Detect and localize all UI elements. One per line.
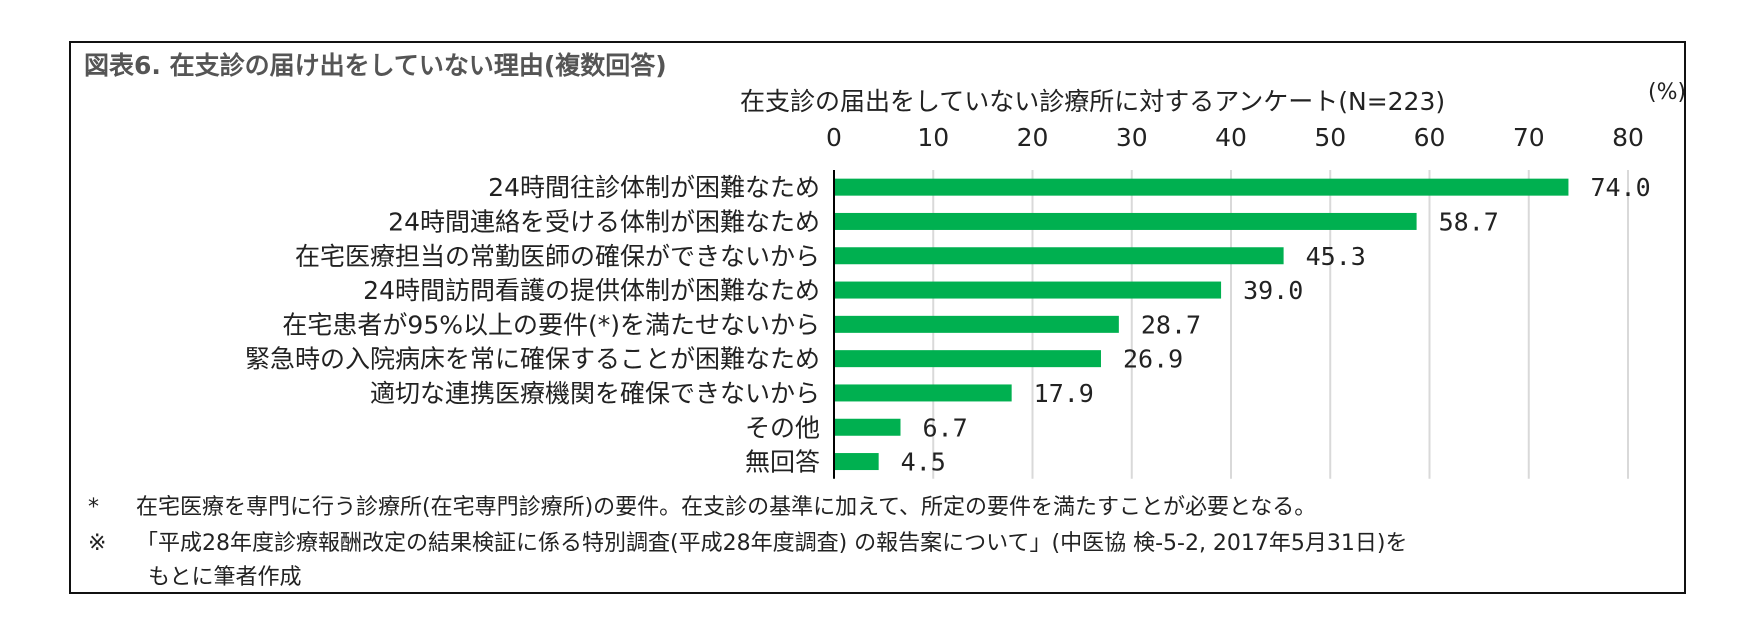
data-label: 74.0 xyxy=(1590,173,1650,202)
category-label: 24時間訪問看護の提供体制が困難なため xyxy=(363,276,820,305)
data-label: 39.0 xyxy=(1243,276,1303,305)
data-label: 17.9 xyxy=(1034,379,1094,408)
category-label: 緊急時の入院病床を常に確保することが困難なため xyxy=(245,345,820,374)
bar xyxy=(834,212,1417,230)
x-tick-label: 80 xyxy=(1612,123,1644,152)
figure-frame xyxy=(69,41,1686,594)
bar xyxy=(834,247,1284,265)
data-label: 4.5 xyxy=(901,448,946,477)
bar xyxy=(834,418,901,436)
x-tick-label: 40 xyxy=(1215,123,1247,152)
footnote-text: 在宅医療を専門に行う診療所(在宅専門診療所)の要件。在支診の基準に加えて、所定の… xyxy=(136,495,1317,520)
category-label: 適切な連携医療機関を確保できないから xyxy=(370,379,820,408)
category-label: 24時間連絡を受ける体制が困難なため xyxy=(388,207,820,236)
x-tick-label: 50 xyxy=(1314,123,1346,152)
x-tick-label: 70 xyxy=(1513,123,1545,152)
footnote-text: 「平成28年度診療報酬改定の結果検証に係る特別調査(平成28年度調査) の報告案… xyxy=(136,531,1408,556)
unit-label: (%) xyxy=(1648,80,1687,105)
data-label: 58.7 xyxy=(1439,207,1499,236)
data-label: 28.7 xyxy=(1141,310,1201,339)
chart-subtitle: 在支診の届出をしていない診療所に対するアンケート(N=223) xyxy=(740,87,1446,116)
category-label: 24時間往診体制が困難なため xyxy=(488,173,820,202)
data-label: 6.7 xyxy=(922,413,967,442)
data-label: 45.3 xyxy=(1306,242,1366,271)
x-tick-label: 60 xyxy=(1414,123,1446,152)
footnote-mark: ※ xyxy=(88,531,107,556)
bar xyxy=(834,178,1569,196)
x-tick-label: 30 xyxy=(1116,123,1148,152)
data-label: 26.9 xyxy=(1123,345,1183,374)
footnote-source: ※ 「平成28年度診療報酬改定の結果検証に係る特別調査(平成28年度調査) の報告… xyxy=(88,525,1408,557)
category-label: 在宅医療担当の常勤医師の確保ができないから xyxy=(295,242,820,271)
category-label-layer: 24時間往診体制が困難なため 24時間連絡を受ける体制が困難なため在宅医療担当の常… xyxy=(245,173,820,476)
bar xyxy=(834,384,1012,402)
value-label-layer: 74.0 58.7 45.339.0 28.7 26.9 17.9 6.7 4.5 xyxy=(901,173,1651,476)
footnote-mark: * xyxy=(88,495,99,520)
bar xyxy=(834,315,1119,333)
tick-layer: 0 10 20 30 40 50 60 70 80 xyxy=(826,123,1644,152)
category-label: 無回答 xyxy=(745,448,820,477)
category-label: 在宅患者が95%以上の要件(*)を満たせないから xyxy=(282,310,820,339)
bar-layer xyxy=(834,178,1569,471)
x-tick-label: 10 xyxy=(917,123,949,152)
x-tick-label: 20 xyxy=(1017,123,1049,152)
bar xyxy=(834,350,1101,368)
figure-title: 図表6. 在支診の届け出をしていない理由(複数回答) xyxy=(84,51,667,80)
bar xyxy=(834,453,879,471)
category-label: その他 xyxy=(745,413,820,442)
footnote-asterisk: * 在宅医療を専門に行う診療所(在宅専門診療所)の要件。在支診の基準に加えて、所定… xyxy=(88,489,1316,521)
x-tick-label: 0 xyxy=(826,123,842,152)
bar xyxy=(834,281,1222,299)
footnote-source-continued: もとに筆者作成 xyxy=(148,565,302,590)
